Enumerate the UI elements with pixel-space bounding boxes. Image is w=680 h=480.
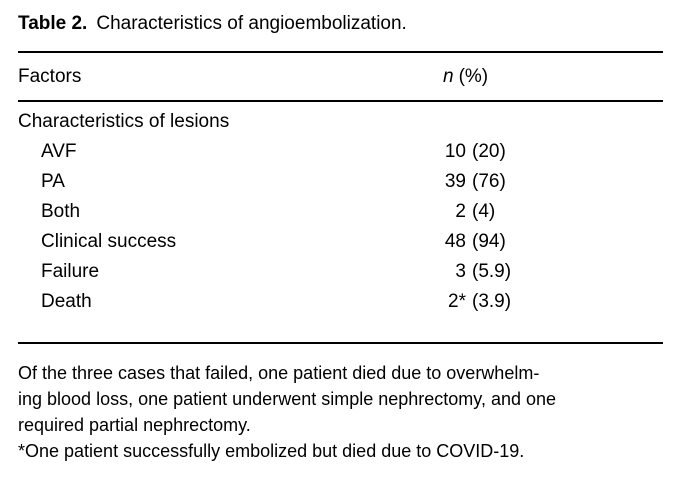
pct-value: (76): [472, 171, 506, 192]
table-row-failure: Failure 3 (5.9): [18, 257, 663, 287]
pct-value: (4): [472, 201, 496, 222]
bottom-rule: [18, 342, 663, 344]
footnote-line: ing blood loss, one patient underwent si…: [18, 389, 557, 409]
factor-cell: Failure: [41, 261, 100, 282]
n-value: 2: [455, 201, 466, 222]
pct-value: (3.9): [472, 291, 512, 312]
footnote-asterisk-line: *One patient successfully embolized but …: [18, 441, 525, 461]
value-cell: 10 (20): [443, 137, 506, 167]
table-row-avf: AVF 10 (20): [18, 137, 663, 167]
n-value: 39: [444, 171, 466, 192]
factor-cell: Both: [41, 201, 81, 222]
table-row-death: Death 2* (3.9): [18, 287, 663, 317]
value-cell: 2 (4): [443, 197, 495, 227]
table-body: Characteristics of lesions AVF 10 (20) P…: [18, 102, 663, 342]
column-header-pct: (%): [458, 65, 489, 87]
factor-cell: AVF: [41, 141, 77, 162]
column-header-factors: Factors: [18, 65, 82, 87]
footnote-line: required partial nephrectomy.: [18, 415, 251, 435]
pct-value: (20): [472, 141, 506, 162]
header-rule: [18, 100, 663, 102]
value-cell: 2* (3.9): [443, 287, 511, 317]
value-cell: 3 (5.9): [443, 257, 511, 287]
top-rule: [18, 51, 663, 53]
pct-value: (5.9): [472, 261, 512, 282]
table-title: Table 2. Characteristics of angioemboliza…: [18, 12, 663, 36]
table-title-label: Table 2.: [18, 13, 88, 34]
table-footnotes: Of the three cases that failed, one pati…: [18, 360, 663, 464]
n-value: 2*: [448, 291, 466, 312]
column-header-n-italic: n: [443, 65, 454, 87]
factor-cell: PA: [41, 171, 65, 192]
n-value: 3: [455, 261, 466, 282]
table-header-row: Factors n (%): [18, 53, 663, 100]
table-row-section-lesions: Characteristics of lesions: [18, 107, 663, 137]
pct-value: (94): [472, 231, 506, 252]
n-value: 48: [444, 231, 466, 252]
factor-cell: Clinical success: [41, 231, 177, 252]
value-cell: 39 (76): [443, 167, 506, 197]
factor-cell: Death: [41, 291, 92, 312]
factor-cell: Characteristics of lesions: [18, 111, 230, 132]
value-cell: 48 (94): [443, 227, 506, 257]
footnote-line: Of the three cases that failed, one pati…: [18, 363, 540, 383]
table-row-clinical-success: Clinical success 48 (94): [18, 227, 663, 257]
table-title-caption: Characteristics of angioembolization.: [96, 13, 407, 34]
n-value: 10: [444, 141, 466, 162]
column-header-n-pct: n (%): [443, 53, 488, 100]
table-row-both: Both 2 (4): [18, 197, 663, 227]
table-row-pa: PA 39 (76): [18, 167, 663, 197]
